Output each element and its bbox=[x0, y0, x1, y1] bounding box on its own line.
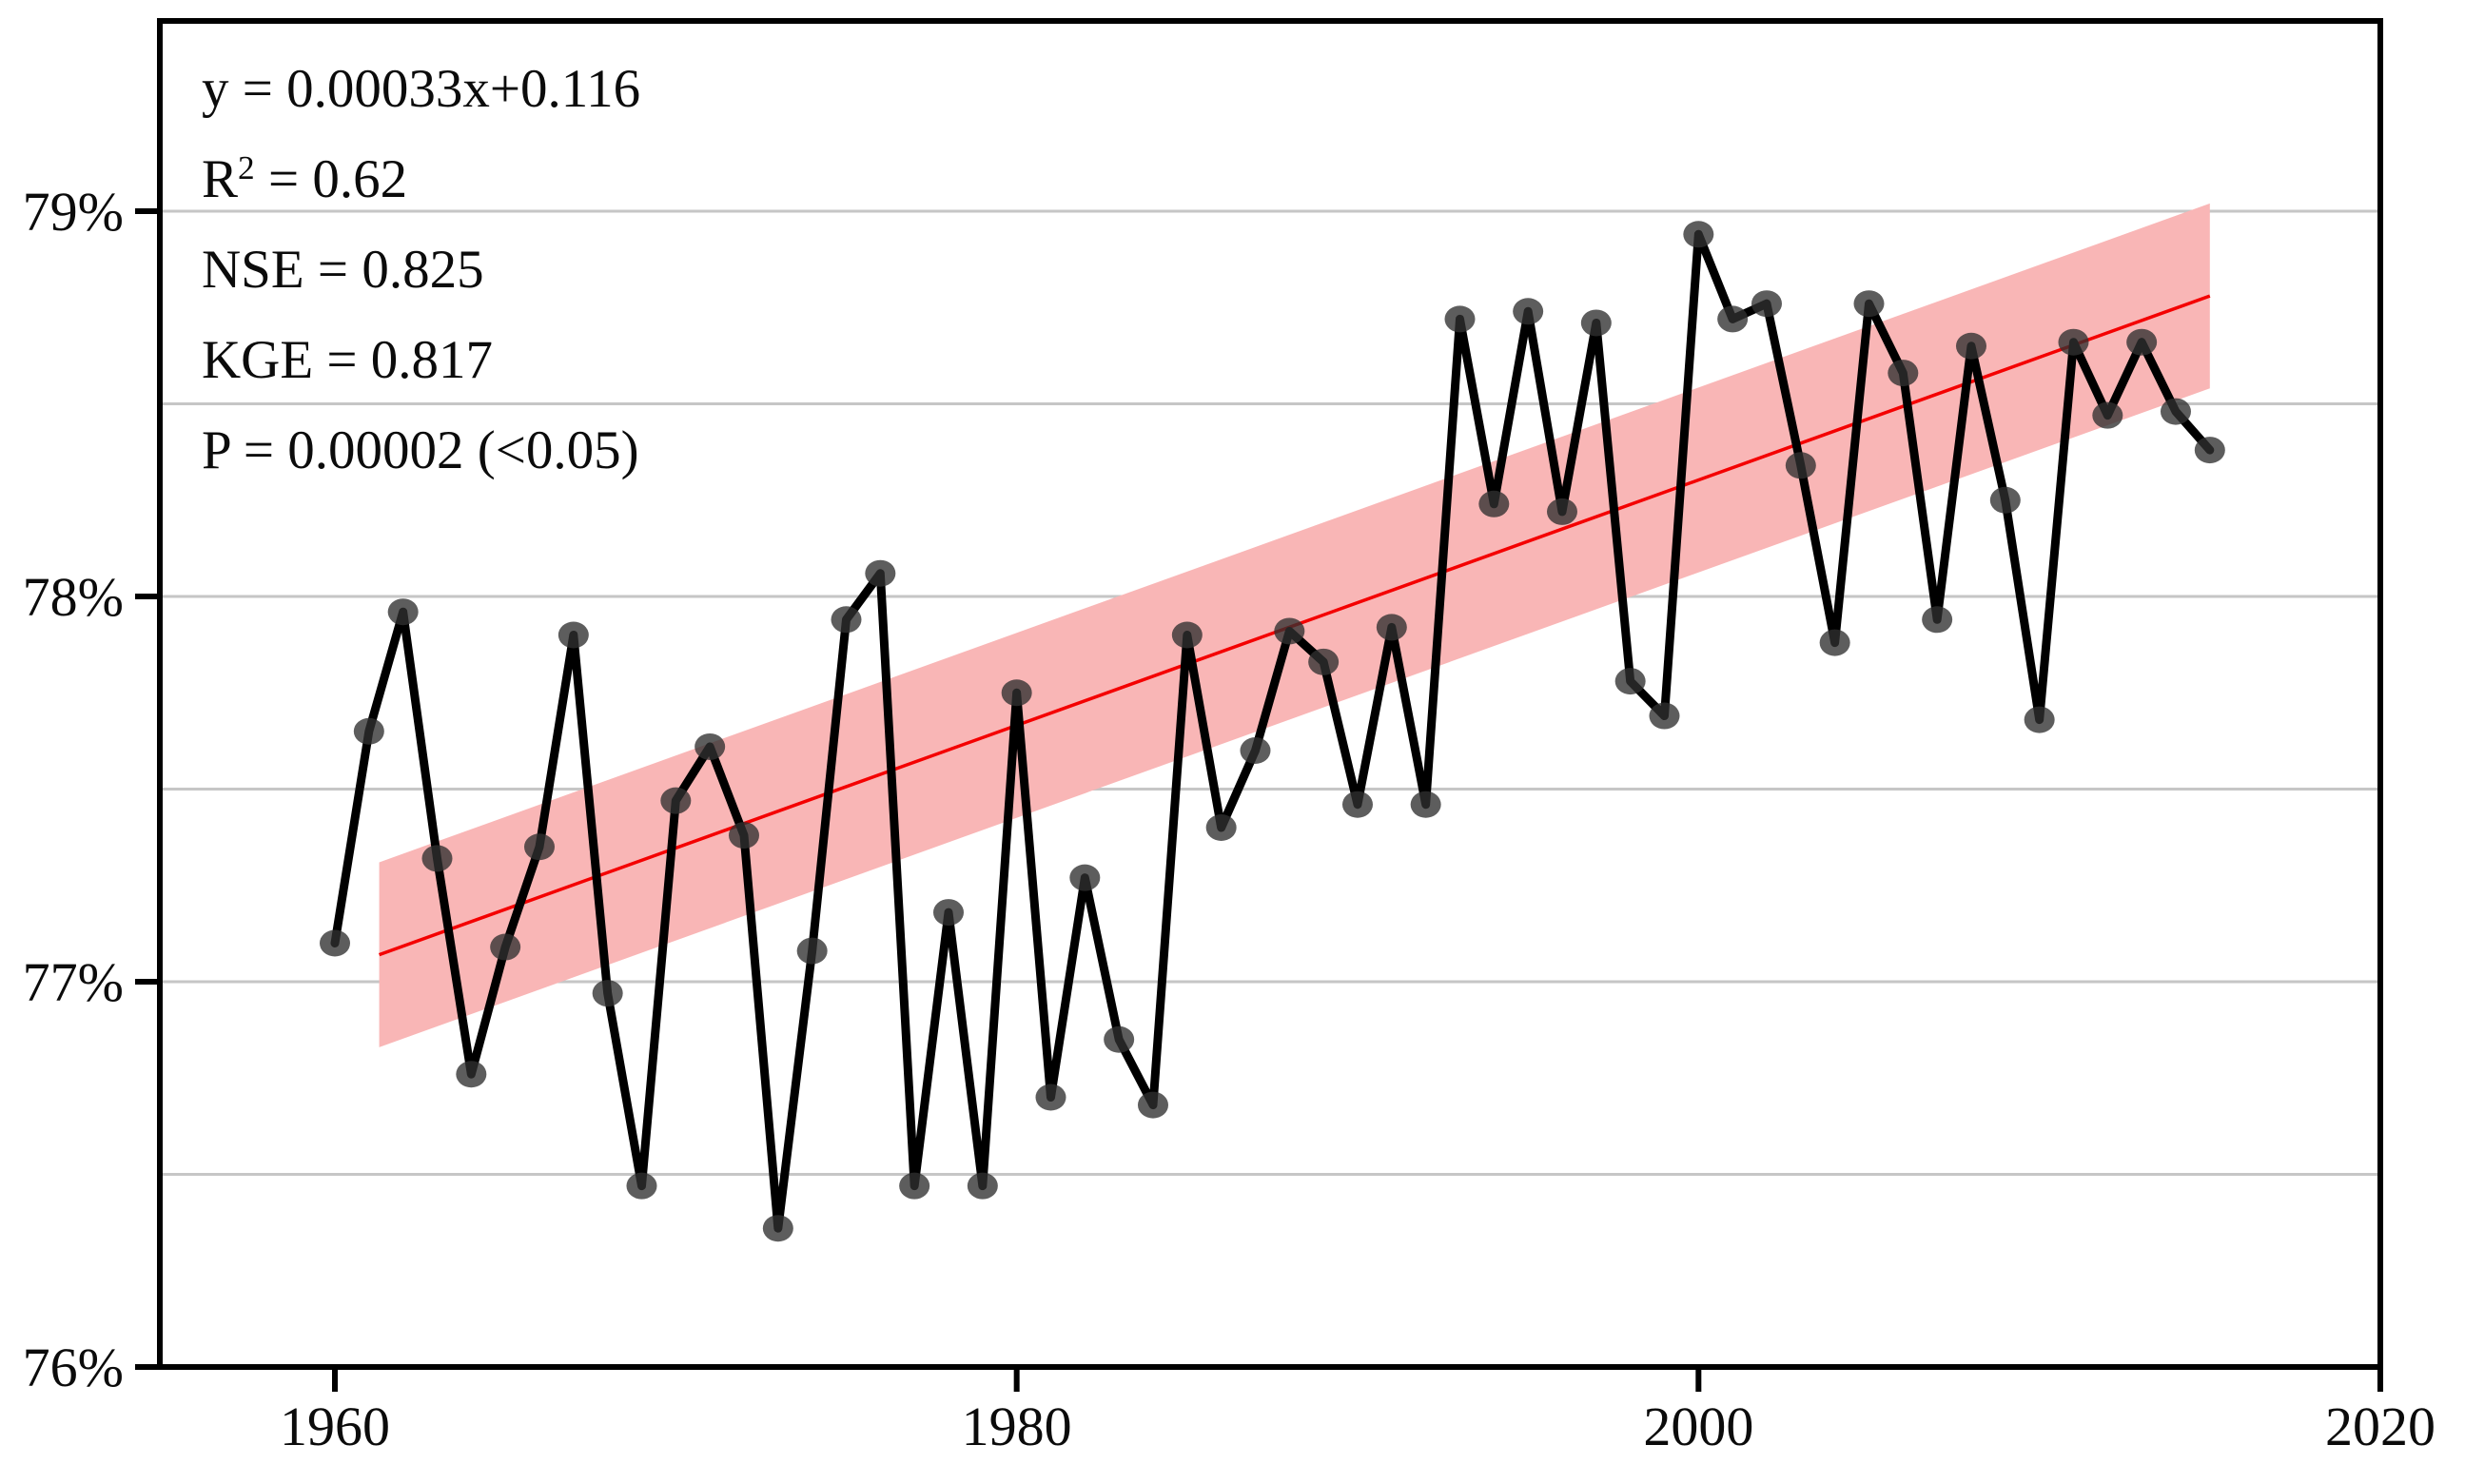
axis-tick-labels: 79% 78% 77% 76% 1960 1980 2000 2020 bbox=[23, 181, 2436, 1457]
data-point bbox=[1955, 332, 1986, 360]
data-point bbox=[1240, 737, 1271, 764]
data-point bbox=[1308, 648, 1340, 675]
data-point bbox=[1989, 486, 2021, 514]
axis-ticks bbox=[135, 208, 2383, 1392]
y-tick-label: 76% bbox=[23, 1337, 124, 1398]
data-point bbox=[1513, 298, 1544, 325]
x-tick-label: 2000 bbox=[1643, 1396, 1753, 1457]
x-tick-label: 1980 bbox=[962, 1396, 1072, 1457]
data-point bbox=[1001, 679, 1032, 707]
stats-annotation: y = 0.00033x+0.116 R2 = 0.62 NSE = 0.825… bbox=[202, 44, 640, 496]
data-point bbox=[626, 1172, 657, 1200]
data-point bbox=[1751, 290, 1782, 318]
data-point bbox=[1819, 629, 1850, 656]
data-point bbox=[967, 1172, 998, 1200]
data-point bbox=[320, 929, 350, 957]
r2-superscript: 2 bbox=[238, 148, 255, 186]
data-point bbox=[558, 621, 589, 649]
data-point bbox=[1580, 309, 1612, 337]
data-point bbox=[490, 933, 521, 961]
plot-border bbox=[157, 18, 2383, 1370]
data-point bbox=[2194, 437, 2225, 464]
data-point bbox=[1104, 1025, 1135, 1053]
data-point bbox=[353, 717, 384, 745]
data-point bbox=[695, 732, 726, 760]
data-point bbox=[1376, 614, 1407, 641]
data-point bbox=[421, 845, 453, 872]
data-point bbox=[456, 1061, 487, 1088]
data-point bbox=[932, 899, 964, 927]
data-point bbox=[387, 598, 419, 626]
data-point bbox=[762, 1215, 793, 1242]
data-point bbox=[1649, 702, 1680, 730]
data-point bbox=[2092, 401, 2123, 429]
data-point bbox=[865, 559, 896, 587]
x-tick-label: 2020 bbox=[2325, 1396, 2436, 1457]
data-point bbox=[1069, 864, 1101, 891]
y-tick-label: 78% bbox=[23, 566, 124, 628]
data-point bbox=[1546, 498, 1577, 525]
annotation-r2: R2 = 0.62 bbox=[202, 148, 408, 209]
annotation-kge: KGE = 0.817 bbox=[202, 330, 494, 390]
data-point bbox=[1171, 621, 1203, 649]
data-point bbox=[2024, 706, 2055, 733]
data-point bbox=[899, 1172, 930, 1200]
data-point bbox=[1888, 360, 1919, 387]
data-point bbox=[2126, 328, 2158, 356]
plot-frame bbox=[157, 18, 2383, 1370]
data-point bbox=[728, 822, 759, 849]
data-point bbox=[2058, 328, 2089, 356]
data-point bbox=[1785, 452, 1816, 479]
data-point bbox=[1444, 305, 1476, 333]
data-point bbox=[1717, 305, 1749, 333]
data-point bbox=[831, 606, 862, 634]
data-point bbox=[1035, 1084, 1066, 1111]
data-point bbox=[1614, 668, 1646, 695]
data-point bbox=[1137, 1091, 1168, 1119]
data-point bbox=[796, 937, 828, 965]
annotation-nse: NSE = 0.825 bbox=[202, 240, 484, 300]
data-point bbox=[1922, 606, 1953, 634]
data-point bbox=[592, 980, 623, 1007]
annotation-equation: y = 0.00033x+0.116 bbox=[202, 59, 641, 119]
data-point bbox=[1274, 617, 1305, 645]
y-tick-label: 77% bbox=[23, 951, 124, 1013]
data-point bbox=[523, 833, 555, 861]
x-tick-label: 1960 bbox=[280, 1396, 390, 1457]
data-points bbox=[320, 221, 2225, 1242]
annotation-pvalue: P = 0.00002 (<0.05) bbox=[202, 420, 639, 480]
data-point bbox=[1341, 791, 1373, 818]
data-point bbox=[1853, 290, 1885, 318]
data-point bbox=[1683, 221, 1714, 248]
data-point bbox=[1478, 490, 1510, 517]
y-tick-label: 79% bbox=[23, 181, 124, 243]
data-point bbox=[1410, 791, 1441, 818]
data-point bbox=[660, 787, 692, 814]
data-point bbox=[1205, 814, 1237, 841]
data-point bbox=[2160, 398, 2191, 425]
